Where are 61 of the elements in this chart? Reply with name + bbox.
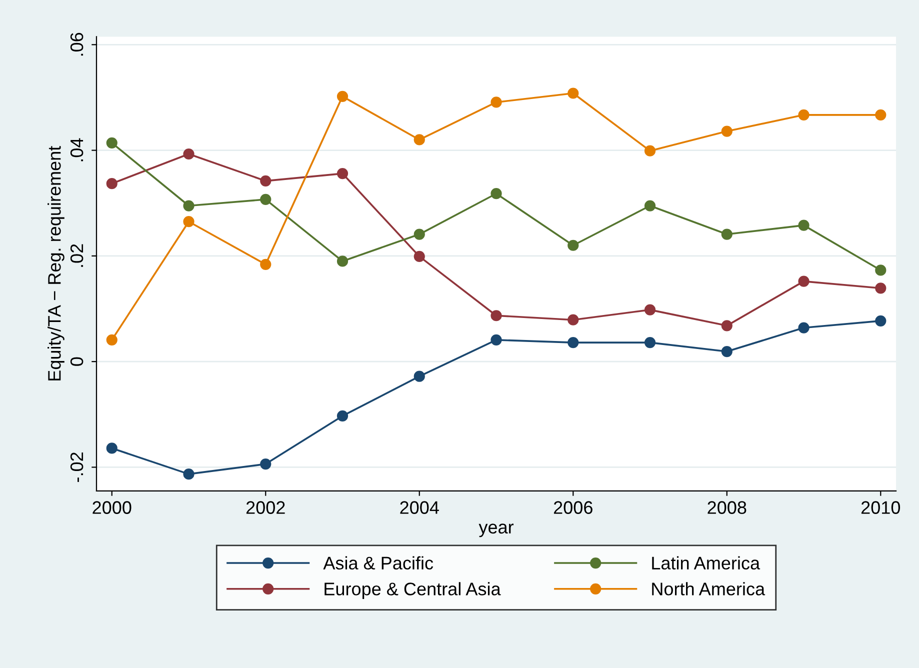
x-tick-label: 2002 [246, 501, 285, 514]
point [183, 216, 194, 228]
point [490, 96, 502, 108]
x-axis-title: year [478, 524, 514, 538]
point [260, 258, 272, 270]
legend-label: North America [652, 582, 766, 596]
point [798, 276, 810, 287]
y-tick-label: .06 [70, 32, 84, 56]
point [644, 200, 656, 212]
point [568, 314, 579, 326]
x-tick-label: 2006 [554, 501, 592, 514]
point [875, 315, 886, 326]
point [414, 134, 425, 146]
point [106, 334, 118, 346]
point [875, 109, 886, 120]
point [414, 228, 425, 240]
point [875, 264, 886, 276]
point [798, 322, 810, 334]
point [336, 256, 348, 267]
y-tick-label: .04 [70, 138, 84, 162]
point [568, 337, 579, 348]
legend-label: Latin America [652, 556, 760, 570]
legend-label: Europe & Central Asia [324, 582, 501, 599]
x-tick-label: 2010 [861, 501, 900, 514]
point [183, 200, 194, 212]
point [260, 175, 272, 186]
point [490, 188, 502, 200]
point [568, 88, 579, 99]
y-tick-label: .02 [70, 244, 84, 267]
point [414, 250, 425, 262]
point [644, 337, 656, 348]
point [106, 137, 118, 148]
point [336, 90, 348, 102]
point [568, 240, 579, 251]
point [798, 109, 810, 120]
point [798, 220, 810, 231]
point [644, 145, 656, 156]
point [721, 126, 732, 137]
point [721, 228, 732, 240]
point [260, 194, 272, 205]
legend-label: Asia & Pacific [323, 556, 434, 570]
point [183, 468, 194, 480]
point [106, 442, 118, 454]
x-tick-label: 2004 [400, 501, 439, 514]
point [490, 310, 502, 322]
point [260, 458, 272, 470]
x-tick-label: 2008 [708, 501, 746, 514]
point [721, 320, 732, 332]
y-tick-label: -.02 [70, 452, 84, 482]
point [644, 304, 656, 316]
point [875, 282, 886, 294]
point [336, 168, 348, 180]
y-tick-label: 0 [70, 357, 84, 366]
point [414, 370, 425, 382]
point [490, 334, 502, 346]
y-axis-title: Equity/TA − Reg. requirement [48, 146, 64, 380]
point [106, 178, 118, 190]
point [721, 346, 732, 358]
point [183, 148, 194, 160]
x-tick-label: 2000 [92, 501, 132, 514]
point [336, 410, 348, 422]
